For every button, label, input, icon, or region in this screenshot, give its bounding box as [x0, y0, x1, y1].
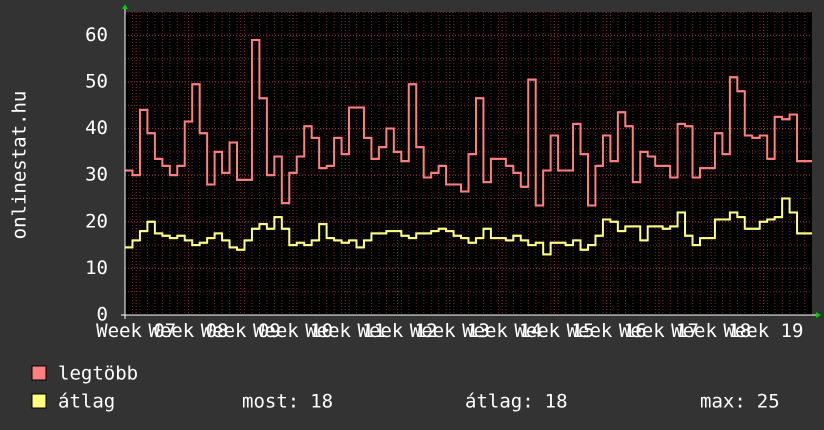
stat-label: max: — [700, 391, 746, 413]
x-tick-label: Week 17 — [619, 320, 699, 342]
x-tick-label: Week 09 — [201, 320, 281, 342]
legend-label: legtöbb — [58, 363, 138, 385]
y-tick-label: 40 — [85, 117, 108, 139]
legend-swatch — [31, 393, 47, 409]
stat-value: 18 — [545, 391, 568, 413]
axis-arrow — [122, 4, 128, 9]
stat-label: most: — [242, 391, 299, 413]
y-tick-label: 0 — [97, 304, 108, 326]
y-tick-label: 10 — [85, 257, 108, 279]
stat-value: 18 — [310, 391, 333, 413]
x-tick-label: Week 15 — [514, 320, 594, 342]
x-tick-label: Week 13 — [410, 320, 490, 342]
legend-swatch — [31, 365, 47, 381]
y-tick-label: 50 — [85, 70, 108, 92]
x-tick-label: Week 11 — [305, 320, 385, 342]
legend-label: átlag — [58, 391, 115, 413]
x-tick-label: Week 12 — [358, 320, 438, 342]
x-tick-label: Week 18 — [671, 320, 751, 342]
x-tick-label: Week 16 — [567, 320, 647, 342]
x-tick-label: Week 08 — [148, 320, 228, 342]
x-tick-label: Week 10 — [253, 320, 333, 342]
x-tick-label: Week 07 — [96, 320, 176, 342]
x-tick-label: Week 19 — [723, 320, 803, 342]
stat-label: átlag: — [465, 391, 534, 413]
y-tick-label: 30 — [85, 164, 108, 186]
axis-arrow — [816, 312, 821, 318]
stat-value: 25 — [757, 391, 780, 413]
x-tick-label: Week 14 — [462, 320, 542, 342]
y-tick-label: 60 — [85, 24, 108, 46]
y-axis-label: onlinestat.hu — [9, 91, 31, 240]
y-tick-label: 20 — [85, 210, 108, 232]
